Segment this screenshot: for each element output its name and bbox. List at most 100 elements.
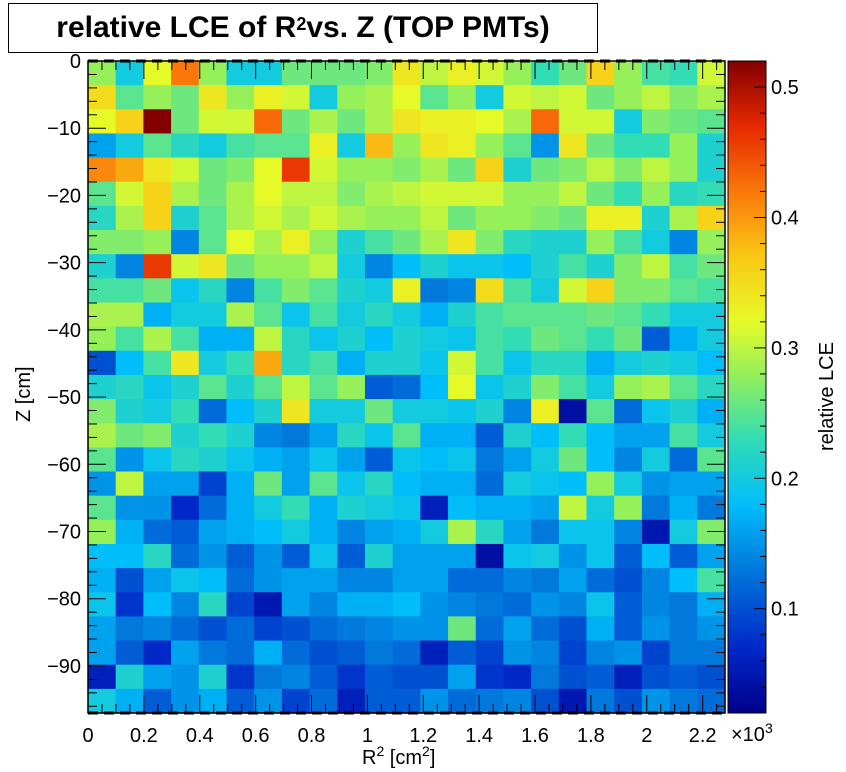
heatmap-cell — [254, 447, 283, 473]
heatmap-cell — [392, 61, 421, 86]
heatmap-cell — [226, 399, 255, 424]
heatmap-cell — [254, 230, 283, 255]
heatmap-cell — [503, 278, 532, 304]
heatmap-cell — [392, 543, 421, 569]
heatmap-cell — [198, 519, 228, 545]
y-axis-ticks: 0 −10 −20 −30 −40 −50 −60 −70 −80 −90 — [47, 51, 725, 707]
heatmap-cell — [614, 399, 643, 424]
heatmap-cell — [143, 133, 172, 159]
heatmap-cell — [531, 374, 560, 400]
heatmap-cell — [503, 254, 532, 279]
heatmap-cell — [226, 688, 255, 714]
heatmap-cell — [88, 616, 117, 642]
heatmap-cell — [364, 61, 394, 86]
heatmap-cell — [503, 302, 532, 328]
heatmap-cell — [364, 688, 394, 714]
heatmap-cell — [392, 254, 421, 279]
heatmap-cell — [503, 85, 532, 110]
heatmap-cell — [641, 374, 671, 400]
x-tick-label: 0.2 — [130, 725, 158, 747]
heatmap-cell — [641, 495, 671, 521]
heatmap-cell — [475, 205, 505, 231]
heatmap-cell — [475, 471, 505, 497]
heatmap-cell — [531, 423, 560, 448]
heatmap-cell — [337, 543, 366, 569]
heatmap-cell — [448, 688, 477, 714]
heatmap-cell — [254, 471, 283, 497]
heatmap-cell — [475, 616, 505, 642]
heatmap-cell — [337, 109, 366, 135]
heatmap-cell — [697, 664, 726, 690]
heatmap-cell — [226, 157, 255, 183]
heatmap-cell — [143, 471, 172, 497]
heatmap-cell — [115, 640, 144, 666]
heatmap-cell — [254, 664, 283, 690]
heatmap-cell — [669, 350, 698, 376]
heatmap-cell — [392, 592, 421, 618]
y-tick-label: −20 — [47, 185, 81, 207]
heatmap-cell — [226, 519, 255, 545]
heatmap-cell — [586, 423, 615, 448]
heatmap-cell — [641, 85, 671, 110]
heatmap-cell — [171, 543, 200, 569]
heatmap-cell — [337, 688, 366, 714]
heatmap-cell — [171, 664, 200, 690]
heatmap-cell — [115, 592, 144, 618]
heatmap-cell — [143, 374, 172, 400]
heatmap-cell — [531, 495, 560, 521]
heatmap-cell — [503, 447, 532, 473]
heatmap-cell — [420, 423, 449, 448]
heatmap-cell — [364, 374, 394, 400]
heatmap-cell — [503, 519, 532, 545]
heatmap-cell — [254, 543, 283, 569]
heatmap-cell — [254, 592, 283, 618]
heatmap-cell — [171, 254, 200, 279]
heatmap-cell — [254, 423, 283, 448]
heatmap-cell — [364, 278, 394, 304]
heatmap-cell — [254, 205, 283, 231]
heatmap-cell — [641, 543, 671, 569]
heatmap-cell — [392, 205, 421, 231]
heatmap-cell — [669, 568, 698, 593]
heatmap-cell — [337, 133, 366, 159]
heatmap-cell — [503, 543, 532, 569]
heatmap-cell — [586, 254, 615, 279]
heatmap-cell — [558, 543, 588, 569]
heatmap-cell — [641, 447, 671, 473]
heatmap-cell — [143, 616, 172, 642]
heatmap-cell — [309, 181, 338, 207]
heatmap-cell — [503, 374, 532, 400]
heatmap-cell — [614, 664, 643, 690]
heatmap-cell — [531, 664, 560, 690]
heatmap-cell — [586, 640, 615, 666]
heatmap-cell — [586, 230, 615, 255]
heatmap-cell — [337, 616, 366, 642]
heatmap-cell — [364, 109, 394, 135]
heatmap-cell — [226, 374, 255, 400]
heatmap-cell — [614, 543, 643, 569]
heatmap-cell — [226, 278, 255, 304]
heatmap-cell — [226, 616, 255, 642]
heatmap-cell — [641, 181, 671, 207]
heatmap-cell — [198, 302, 228, 328]
heatmap-cell — [503, 592, 532, 618]
heatmap-cell — [475, 447, 505, 473]
color-scale-ticks: 0.1 0.2 0.3 0.4 0.5 — [754, 60, 799, 714]
heatmap-cell — [254, 302, 283, 328]
heatmap-cell — [143, 350, 172, 376]
heatmap-cell — [614, 471, 643, 497]
heatmap-cell — [531, 157, 560, 183]
heatmap-cell — [669, 664, 698, 690]
heatmap-cell — [503, 616, 532, 642]
color-scale-title: relative LCE — [816, 342, 838, 451]
heatmap-cell — [309, 616, 338, 642]
heatmap-cell — [171, 181, 200, 207]
heatmap-cell — [475, 230, 505, 255]
heatmap-cell — [669, 640, 698, 666]
heatmap-cell — [115, 109, 144, 135]
x-tick-label: 2.2 — [689, 725, 717, 747]
heatmap-cell — [143, 423, 172, 448]
heatmap-cell — [531, 616, 560, 642]
heatmap-cell — [171, 592, 200, 618]
